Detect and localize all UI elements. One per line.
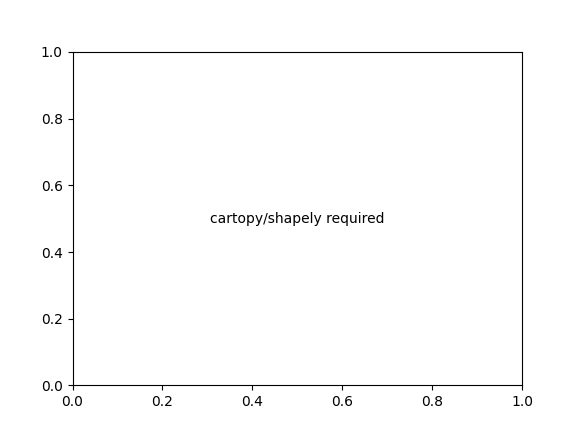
Text: cartopy/shapely required: cartopy/shapely required	[210, 212, 385, 226]
